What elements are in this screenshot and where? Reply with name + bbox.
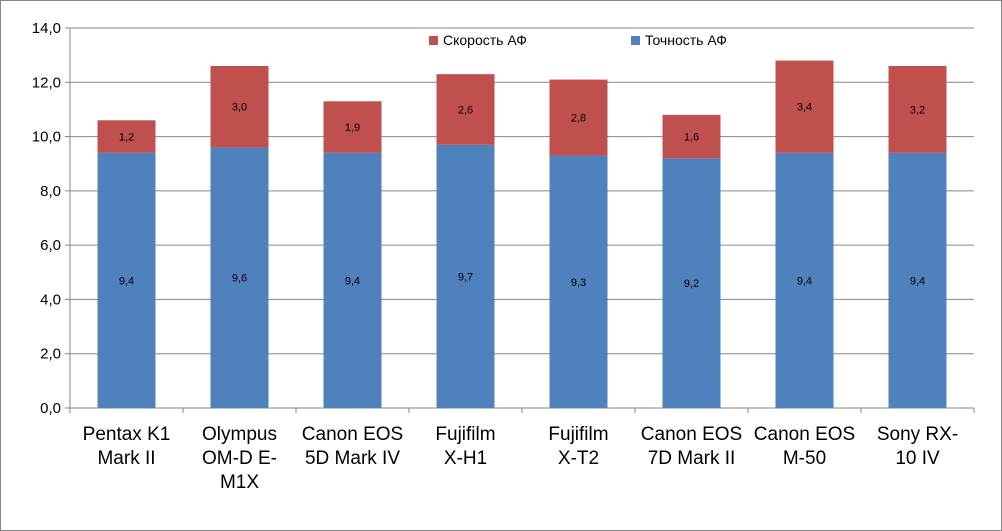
legend-label: Точность АФ	[645, 32, 727, 48]
bar-segment	[436, 144, 495, 408]
y-tick-label: 2,0	[40, 346, 61, 363]
bar-segment	[888, 66, 947, 153]
bar-value-label: 9,2	[684, 278, 699, 290]
bar-value-label: 9,4	[119, 275, 134, 287]
bar-segment	[662, 114, 721, 159]
y-tick-label: 8,0	[40, 183, 61, 200]
x-tick-label: Olympus OM-D E-M1X	[202, 424, 277, 493]
bar-value-label: 2,6	[458, 104, 473, 116]
x-tick-label: Pentax K1 Mark II	[83, 424, 171, 469]
bar-value-label: 9,4	[797, 275, 812, 287]
bar-segment	[323, 101, 382, 153]
legend-swatch	[631, 36, 640, 45]
bar-segment	[210, 66, 269, 148]
bar-segment	[775, 60, 834, 153]
bar-value-label: 1,6	[684, 132, 699, 144]
bar-value-label: 2,8	[571, 113, 586, 125]
y-tick-label: 10,0	[32, 129, 61, 146]
bar-segment	[662, 158, 721, 408]
bar-segment	[549, 155, 608, 408]
bar-value-label: 9,6	[232, 273, 247, 285]
bar-value-label: 3,0	[232, 102, 247, 114]
bar-segment	[775, 152, 834, 408]
bar-segment	[97, 120, 156, 153]
x-tick-label: Fujifilm X-H1	[435, 424, 495, 469]
x-tick-label: Sony RX-10 IV	[877, 424, 958, 469]
y-tick-label: 0,0	[40, 400, 61, 417]
x-tick-label: Canon EOS 5D Mark IV	[302, 424, 403, 469]
x-tick-label: Canon EOS M-50	[754, 424, 855, 469]
bar-value-label: 3,2	[910, 104, 925, 116]
bar-segment	[323, 152, 382, 408]
legend: Скорость АФ Точность АФ	[429, 32, 727, 48]
data-labels: 9,4 1,2 9,6 3,0 9,4 1,9 9,7 2,6 9,3 2,8 9,2 1,6 9,4 3…	[119, 102, 925, 290]
y-tick-label: 4,0	[40, 291, 61, 308]
y-tick-label: 12,0	[32, 74, 61, 91]
bar-value-label: 3,4	[797, 102, 812, 114]
bar-segment	[436, 74, 495, 145]
bar-value-label: 9,4	[910, 275, 925, 287]
bar-value-label: 1,9	[345, 122, 360, 134]
gridlines	[70, 27, 974, 355]
x-tick-label: Fujifilm X-T2	[548, 424, 608, 469]
bar-segment	[97, 152, 156, 408]
bars	[97, 60, 947, 408]
bar-segment	[210, 147, 269, 408]
bar-value-label: 9,7	[458, 271, 473, 283]
bar-value-label: 1,2	[119, 132, 134, 144]
bar-value-label: 9,4	[345, 275, 360, 287]
bar-value-label: 9,3	[571, 277, 586, 289]
legend-swatch	[429, 36, 438, 45]
y-tick-label: 14,0	[32, 20, 61, 37]
y-tick-label: 6,0	[40, 237, 61, 254]
bar-segment	[888, 152, 947, 408]
legend-label: Скорость АФ	[443, 32, 527, 48]
x-tick-label: Canon EOS 7D Mark II	[641, 424, 742, 469]
bar-segment	[549, 79, 608, 156]
